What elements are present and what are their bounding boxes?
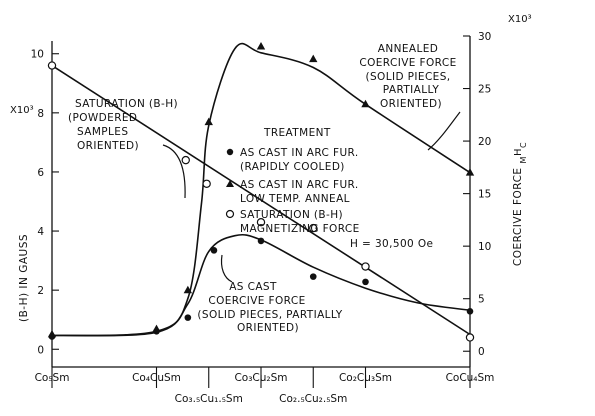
curves-layer [51,42,471,337]
legend: TREATMENT AS CAST IN ARC FUR. (RAPIDLY C… [225,127,433,250]
right-tick-label: 10 [478,241,491,253]
annotation-line: (SOLID PIECES, [365,71,450,83]
data-point-filled-triangle [465,168,475,176]
x-category-label: Co₄CuSm [132,372,181,384]
annotation-line: ORIENTED) [237,322,299,334]
right-tick-label: 20 [478,136,491,148]
legend-item-line: AS CAST IN ARC FUR. [240,179,359,191]
series-curve-2 [51,42,471,337]
right-tick-label: 15 [478,189,491,201]
legend-item-line: (RAPIDLY COOLED) [240,161,345,173]
right-multiplier: X10³ [508,14,532,25]
legend-note: H = 30,500 Oe [350,238,433,250]
x-category-label: Co₅Sm [35,372,70,384]
right-tick-label: 25 [478,84,491,96]
data-point-open-circle [47,61,57,70]
legend-title: TREATMENT [263,127,331,139]
right-axis-title-m: M [519,156,528,163]
axes-layer: 0 2 4 6 8 10 0 5 10 15 20 25 30 [31,31,491,388]
legend-open-circle-marker [225,209,235,219]
annotation-line: ORIENTED) [77,140,139,152]
annotation-leader [220,254,233,283]
annotation-line: ANNEALED [378,43,438,55]
annotation-line: (SOLID PIECES, PARTIALLY [197,309,342,321]
left-tick-label: 8 [37,108,44,120]
data-point-open-circle [465,333,475,342]
data-point-open-circle [256,217,266,227]
left-multiplier: X10³ [10,105,34,116]
left-tick-label: 6 [37,167,44,179]
data-point-filled-triangle [47,329,57,338]
data-point-filled-triangle [256,42,266,50]
legend-filled-circle-marker [226,148,234,156]
data-point-open-circle [309,223,318,233]
data-point-filled-triangle [204,117,213,126]
data-point-filled-triangle [361,99,370,108]
series-curve-0 [51,64,471,336]
annotation-line: SATURATION (B-H) [75,98,178,110]
annotation-line: AS CAST [229,281,277,293]
right-axis-title-c: C [519,142,528,148]
x-category-label: CoCu₄Sm [446,372,495,384]
left-tick-label: 10 [31,49,44,61]
data-point-filled-circle [309,273,317,280]
annotation-annealed: ANNEALED COERCIVE FORCE (SOLID PIECES, P… [359,43,461,151]
annotation-saturation: SATURATION (B-H) (POWDERED SAMPLES ORIEN… [68,98,186,199]
right-tick-label: 5 [478,294,485,306]
annotation-line: COERCIVE FORCE [359,57,456,69]
data-point-open-circle [361,262,370,271]
left-tick-label: 0 [37,344,44,356]
right-axis-title-h: H [513,148,524,156]
annotation-leader [162,144,186,199]
left-tick-label: 4 [37,226,44,238]
data-point-filled-circle [184,314,192,321]
legend-item-line: MAGNETIZING FORCE [240,223,360,235]
markers-layer [47,42,475,342]
legend-item-line: AS CAST IN ARC FUR. [240,147,359,159]
x-category-label: Co₃Cu₂Sm [234,372,287,384]
data-point-filled-circle [362,278,369,286]
legend-item-line: SATURATION (B-H) [240,209,343,221]
annotation-line: ORIENTED) [380,98,442,110]
annotation-ascast: AS CAST COERCIVE FORCE (SOLID PIECES, PA… [197,254,342,334]
data-point-filled-circle [210,247,218,254]
annotation-line: SAMPLES [77,126,128,138]
data-point-filled-circle [466,308,474,315]
x-category-label: Co₂Cu₃Sm [339,372,392,384]
annotation-line: COERCIVE FORCE [208,295,305,307]
left-tick-label: 2 [37,285,44,297]
series-curve-1 [51,233,471,337]
annotation-leader [427,111,461,151]
data-point-open-circle [181,155,190,165]
data-point-filled-triangle [152,324,161,333]
right-tick-label: 0 [478,346,485,358]
annotation-line: (POWDERED [68,112,137,124]
annotation-line: PARTIALLY [383,84,440,96]
legend-item-line: LOW TEMP. ANNEAL [240,193,350,205]
x-category-labels: Co₅Sm Co₄CuSm Co₃Cu₂Sm Co₂Cu₃Sm CoCu₄Sm Co₃.₅… [35,372,495,405]
x-category-label: Co₃.₅Cu₁.₅Sm [175,393,243,405]
right-tick-label: 30 [478,31,491,43]
data-point-filled-triangle [183,285,193,294]
x-category-label: Co₂.₅Cu₂.₅Sm [279,393,347,405]
left-axis-title: (B-H) IN GAUSS [18,234,30,322]
data-point-open-circle [202,179,211,188]
legend-filled-triangle-marker [226,180,234,187]
right-axis-title: COERCIVE FORCE MHC [512,142,528,266]
data-point-filled-circle [257,237,265,245]
right-axis-title-main: COERCIVE FORCE [512,167,524,266]
data-point-filled-triangle [309,54,318,63]
